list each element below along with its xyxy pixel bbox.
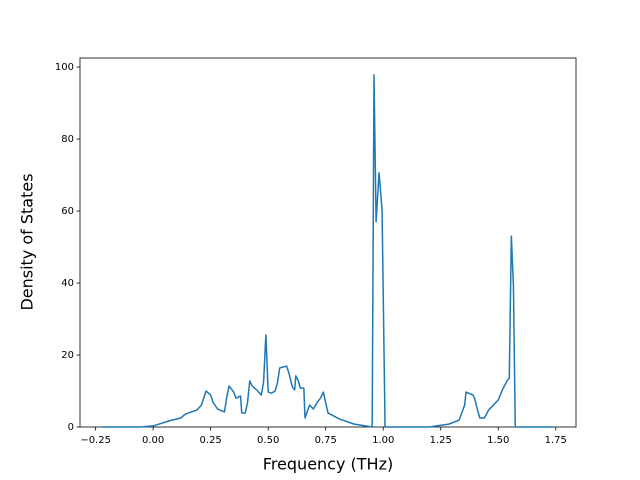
y-tick-label: 0	[68, 422, 74, 433]
x-tick-label: 0.25	[200, 435, 222, 446]
y-tick-label: 80	[61, 134, 74, 145]
y-tick-label: 40	[61, 278, 74, 289]
y-tick-label: 60	[61, 206, 74, 217]
x-tick-label: 1.25	[430, 435, 452, 446]
x-tick-label: −0.25	[80, 435, 111, 446]
x-axis-label: Frequency (THz)	[263, 455, 393, 474]
x-tick-label: 1.75	[545, 435, 567, 446]
y-tick-label: 100	[55, 62, 74, 73]
y-axis-label: Density of States	[18, 173, 37, 310]
x-tick-label: 1.50	[487, 435, 509, 446]
y-tick-label: 20	[61, 350, 74, 361]
plot-frame	[79, 57, 577, 428]
x-tick-label: 0.75	[315, 435, 337, 446]
line	[101, 74, 554, 428]
x-tick-label: 0.50	[257, 435, 279, 446]
x-tick-label: 1.00	[372, 435, 394, 446]
x-tick-label: 0.00	[142, 435, 164, 446]
